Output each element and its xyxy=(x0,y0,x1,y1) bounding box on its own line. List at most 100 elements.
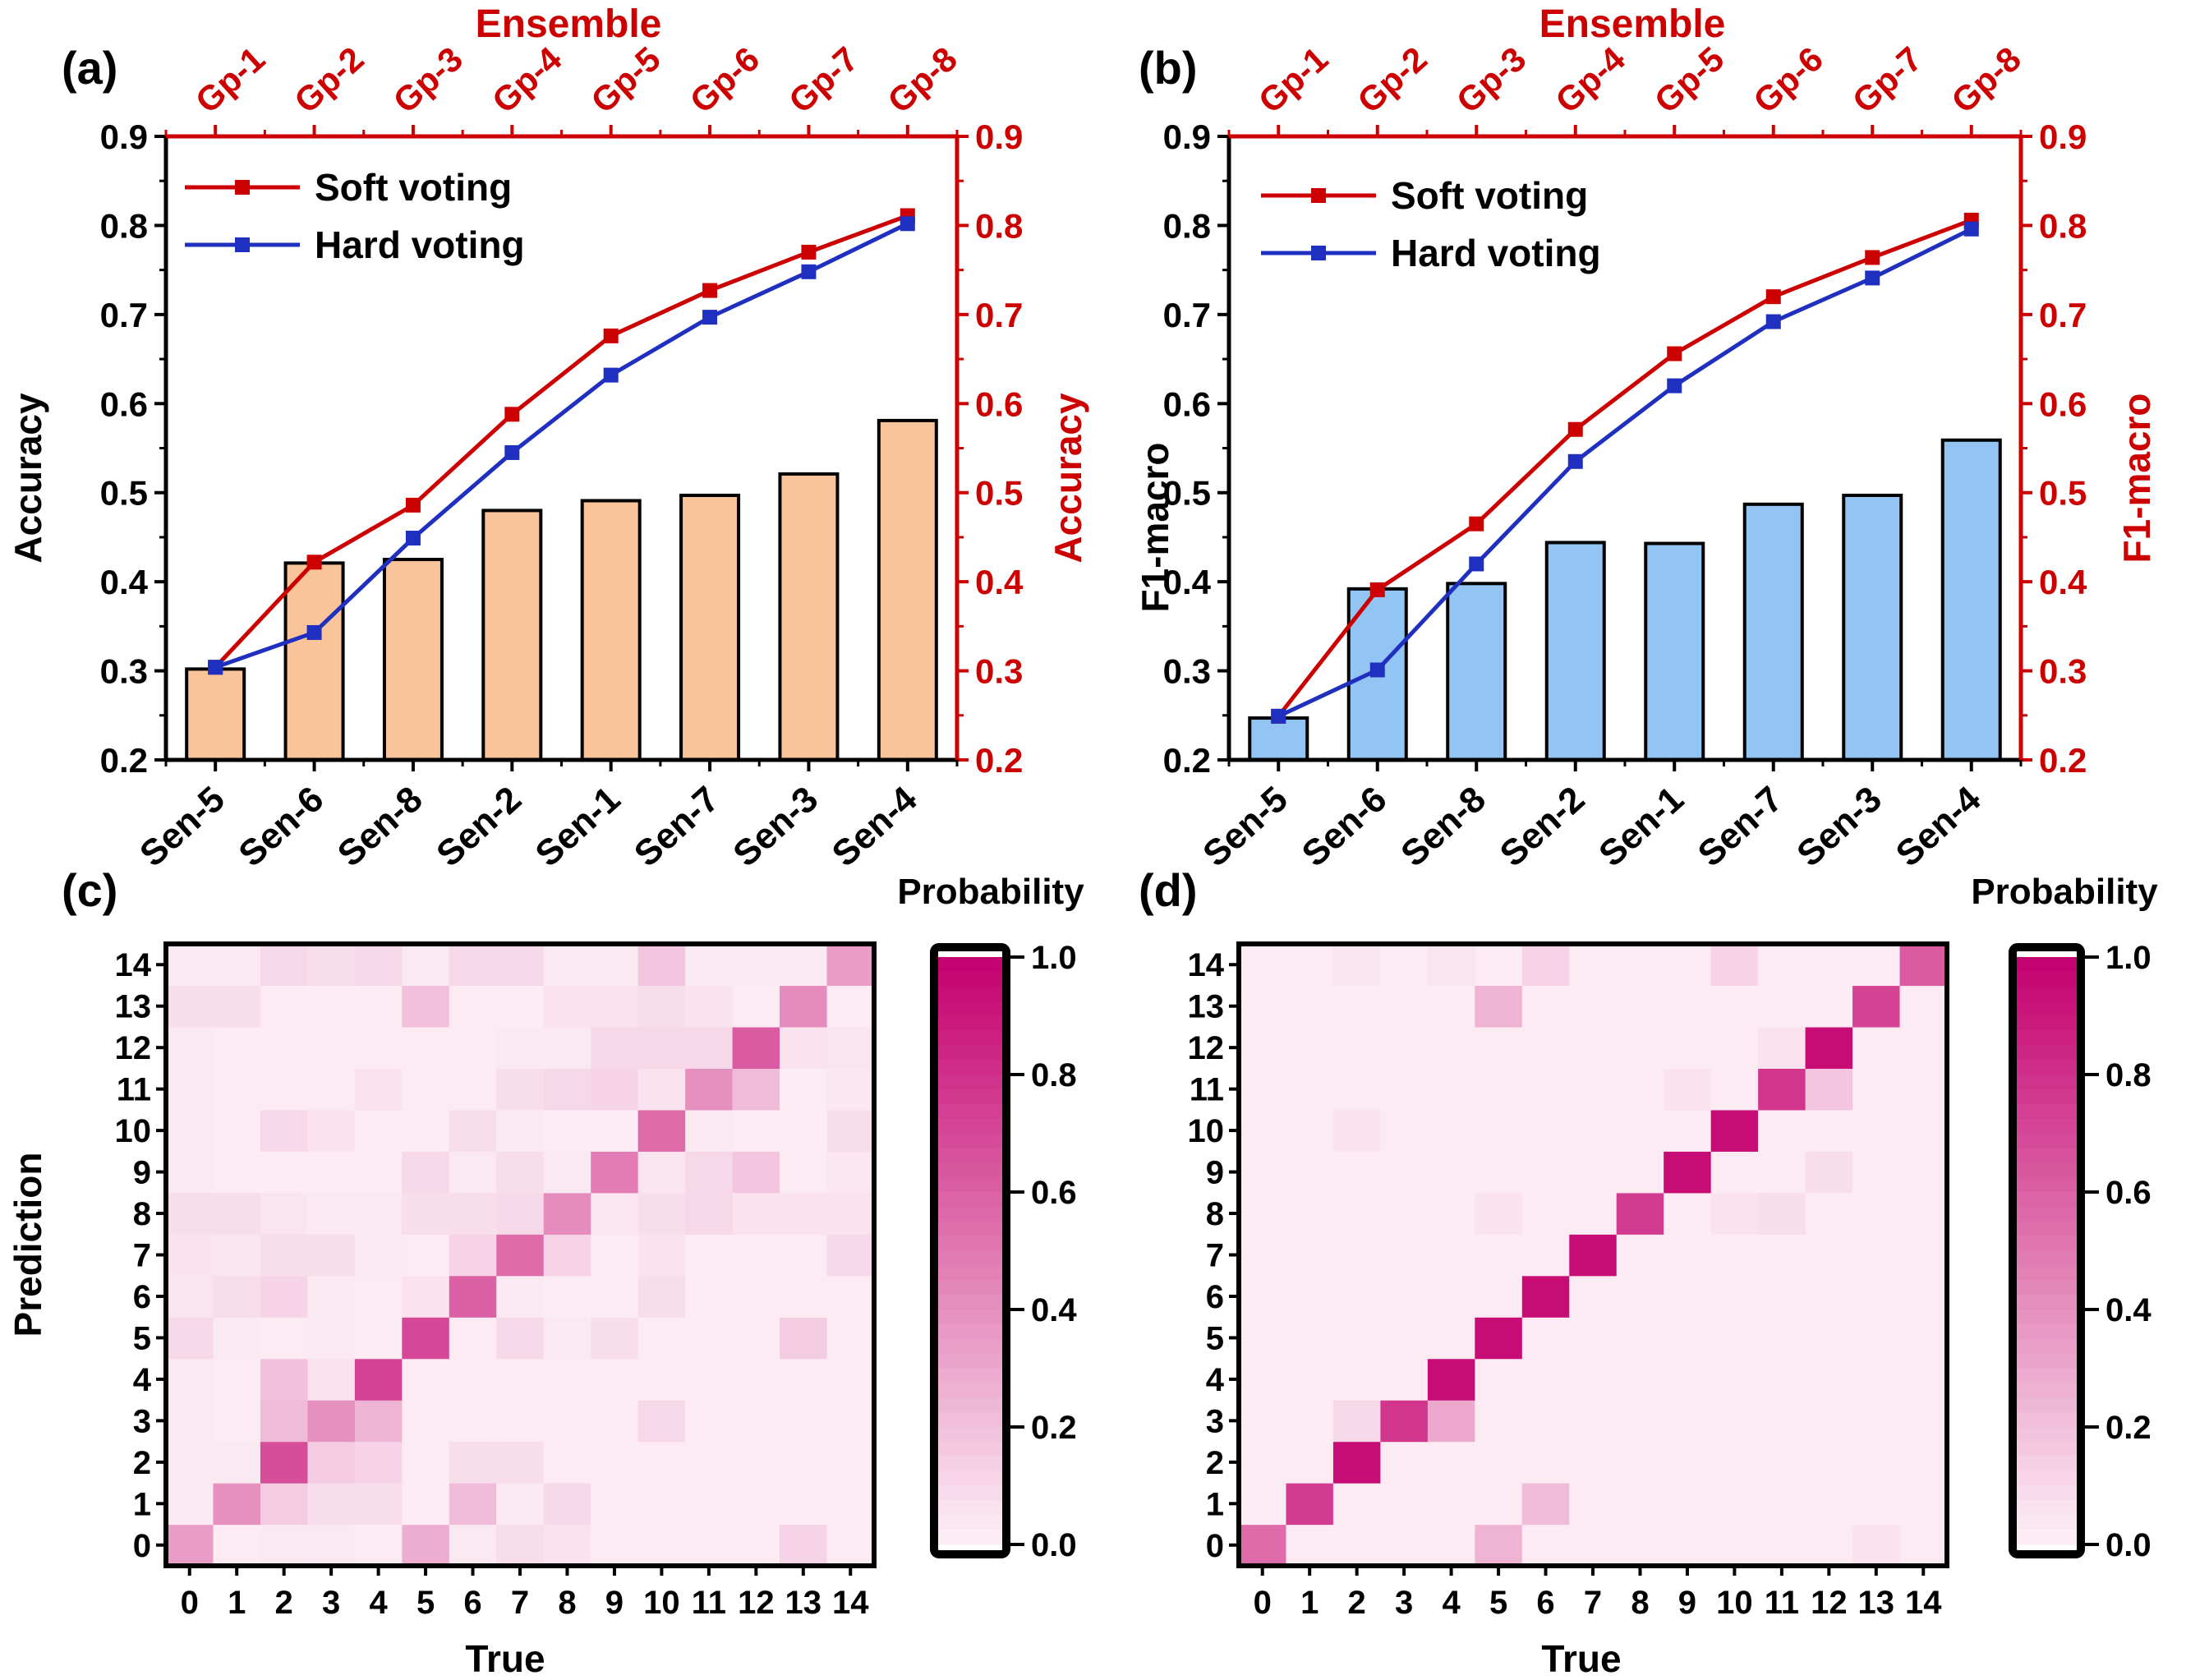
heat-cell-c-1-11 xyxy=(685,1483,734,1526)
heat-cell-d-5-8 xyxy=(1616,1317,1664,1360)
heat-ytick-label-c-13: 13 xyxy=(115,989,152,1025)
heat-cell-c-6-0 xyxy=(166,1275,214,1318)
bars-a xyxy=(185,418,938,762)
colorbar-tick-label-d-3: 0.6 xyxy=(2105,1175,2151,1211)
heat-cell-c-9-11 xyxy=(685,1151,734,1194)
top-tick-label-a-1: Gp-2 xyxy=(287,39,371,121)
heat-cell-d-3-0 xyxy=(1239,1400,1287,1443)
heat-cell-c-2-8 xyxy=(543,1441,591,1484)
heat-cell-d-4-7 xyxy=(1569,1358,1618,1401)
xtick-label-b-7: Sen-4 xyxy=(1889,779,1989,875)
ytick-label-right-b-5: 0.7 xyxy=(2039,296,2087,334)
heat-cell-d-2-9 xyxy=(1664,1441,1712,1484)
colorbar-seg-d-7 xyxy=(2013,1060,2081,1075)
heat-cell-c-3-11 xyxy=(685,1400,734,1443)
heat-cell-d-14-14 xyxy=(1899,944,1948,987)
heat-cell-d-6-10 xyxy=(1710,1275,1759,1318)
heat-cell-c-12-9 xyxy=(591,1026,639,1069)
heat-cell-d-13-4 xyxy=(1427,985,1475,1028)
bar-a-1 xyxy=(283,561,345,762)
heat-cell-c-12-1 xyxy=(213,1026,261,1069)
heat-cell-d-4-1 xyxy=(1286,1358,1334,1401)
heat-cell-c-12-4 xyxy=(354,1026,403,1069)
series-marker-a-1-6 xyxy=(801,264,817,279)
heat-cell-c-10-6 xyxy=(449,1109,497,1152)
colorbar-seg-d-34 xyxy=(2013,1456,2081,1472)
colorbar-seg-c-33 xyxy=(934,1441,1006,1457)
heat-cell-c-13-14 xyxy=(826,985,875,1028)
colorbar-seg-c-34 xyxy=(934,1456,1006,1472)
heat-cell-d-13-1 xyxy=(1286,985,1334,1028)
heat-cell-c-6-1 xyxy=(213,1275,261,1318)
heat-cell-c-1-3 xyxy=(307,1483,356,1526)
heat-cell-c-7-8 xyxy=(543,1234,591,1277)
heat-cell-c-8-13 xyxy=(780,1192,828,1235)
heat-cell-c-4-10 xyxy=(637,1358,686,1401)
heat-cell-d-9-8 xyxy=(1616,1151,1664,1194)
heat-cell-d-8-12 xyxy=(1805,1192,1853,1235)
colorbar-seg-d-1 xyxy=(2013,971,2081,987)
series-marker-b-0-2 xyxy=(1469,516,1484,532)
heat-cell-c-6-9 xyxy=(591,1275,639,1318)
heat-cell-c-14-13 xyxy=(780,944,828,987)
series-marker-b-1-6 xyxy=(1865,270,1880,286)
heat-cell-c-6-7 xyxy=(496,1275,545,1318)
heat-ytick-label-d-7: 7 xyxy=(1206,1238,1224,1274)
heat-cell-c-6-6 xyxy=(449,1275,497,1318)
heat-cell-d-12-14 xyxy=(1899,1026,1948,1069)
heat-cell-c-11-14 xyxy=(826,1068,875,1111)
heat-cell-c-12-7 xyxy=(496,1026,545,1069)
heat-xtick-label-c-7: 7 xyxy=(511,1585,529,1621)
heat-cell-c-11-6 xyxy=(449,1068,497,1111)
ytick-label-left-b-1: 0.3 xyxy=(1163,652,1211,691)
heat-cell-c-4-7 xyxy=(496,1358,545,1401)
heat-cell-d-4-12 xyxy=(1805,1358,1853,1401)
heat-cell-c-13-2 xyxy=(260,985,308,1028)
heat-cell-c-12-13 xyxy=(780,1026,828,1069)
heat-cell-c-1-0 xyxy=(166,1483,214,1526)
ytick-label-left-b-4: 0.6 xyxy=(1163,384,1211,423)
xtick-label-a-1: Sen-6 xyxy=(231,779,331,875)
ytick-label-left-a-6: 0.8 xyxy=(100,206,148,245)
y-axis-title-c: Prediction xyxy=(7,1153,49,1337)
heat-cell-d-0-5 xyxy=(1475,1524,1523,1567)
ytick-label-left-a-4: 0.6 xyxy=(100,384,148,423)
colorbar-seg-c-20 xyxy=(934,1250,1006,1266)
heat-cell-c-1-8 xyxy=(543,1483,591,1526)
heat-cell-d-6-3 xyxy=(1380,1275,1429,1318)
heat-cell-d-8-2 xyxy=(1332,1192,1381,1235)
heat-cell-c-2-1 xyxy=(213,1441,261,1484)
heat-cell-d-13-2 xyxy=(1332,985,1381,1028)
heat-cell-d-5-13 xyxy=(1852,1317,1901,1360)
heat-cell-d-14-0 xyxy=(1239,944,1287,987)
heat-cell-c-14-10 xyxy=(637,944,686,987)
heat-cell-c-12-2 xyxy=(260,1026,308,1069)
colorbar-seg-d-4 xyxy=(2013,1015,2081,1031)
colorbar-frame-c xyxy=(930,943,1010,1558)
heat-ytick-label-d-5: 5 xyxy=(1206,1320,1224,1356)
colorbar-tick-label-d-2: 0.4 xyxy=(2105,1292,2151,1328)
heat-cell-c-8-6 xyxy=(449,1192,497,1235)
heat-cell-d-0-7 xyxy=(1569,1524,1618,1567)
heat-cell-d-11-12 xyxy=(1805,1068,1853,1111)
heat-cell-d-1-6 xyxy=(1521,1483,1570,1526)
heat-cell-c-7-9 xyxy=(591,1234,639,1277)
heat-cell-d-7-9 xyxy=(1664,1234,1712,1277)
x-axis-title-d: True xyxy=(1541,1637,1621,1680)
series-marker-a-1-7 xyxy=(900,216,915,232)
heat-cell-d-7-10 xyxy=(1710,1234,1759,1277)
heat-xtick-label-c-12: 12 xyxy=(738,1585,775,1621)
heat-cell-c-1-4 xyxy=(354,1483,403,1526)
heat-cell-c-9-1 xyxy=(213,1151,261,1194)
y-axis-title-right-b: F1-macro xyxy=(2115,393,2158,563)
heat-cell-c-3-14 xyxy=(826,1400,875,1443)
heat-cell-d-10-6 xyxy=(1521,1109,1570,1152)
heat-cell-c-1-2 xyxy=(260,1483,308,1526)
heat-cell-d-1-7 xyxy=(1569,1483,1618,1526)
heat-ytick-label-c-10: 10 xyxy=(115,1113,152,1149)
colorbar-seg-c-17 xyxy=(934,1206,1006,1222)
heat-cell-d-11-6 xyxy=(1521,1068,1570,1111)
heat-cell-d-12-3 xyxy=(1380,1026,1429,1069)
bar-b-2 xyxy=(1446,582,1507,762)
series-marker-a-0-1 xyxy=(306,555,322,570)
